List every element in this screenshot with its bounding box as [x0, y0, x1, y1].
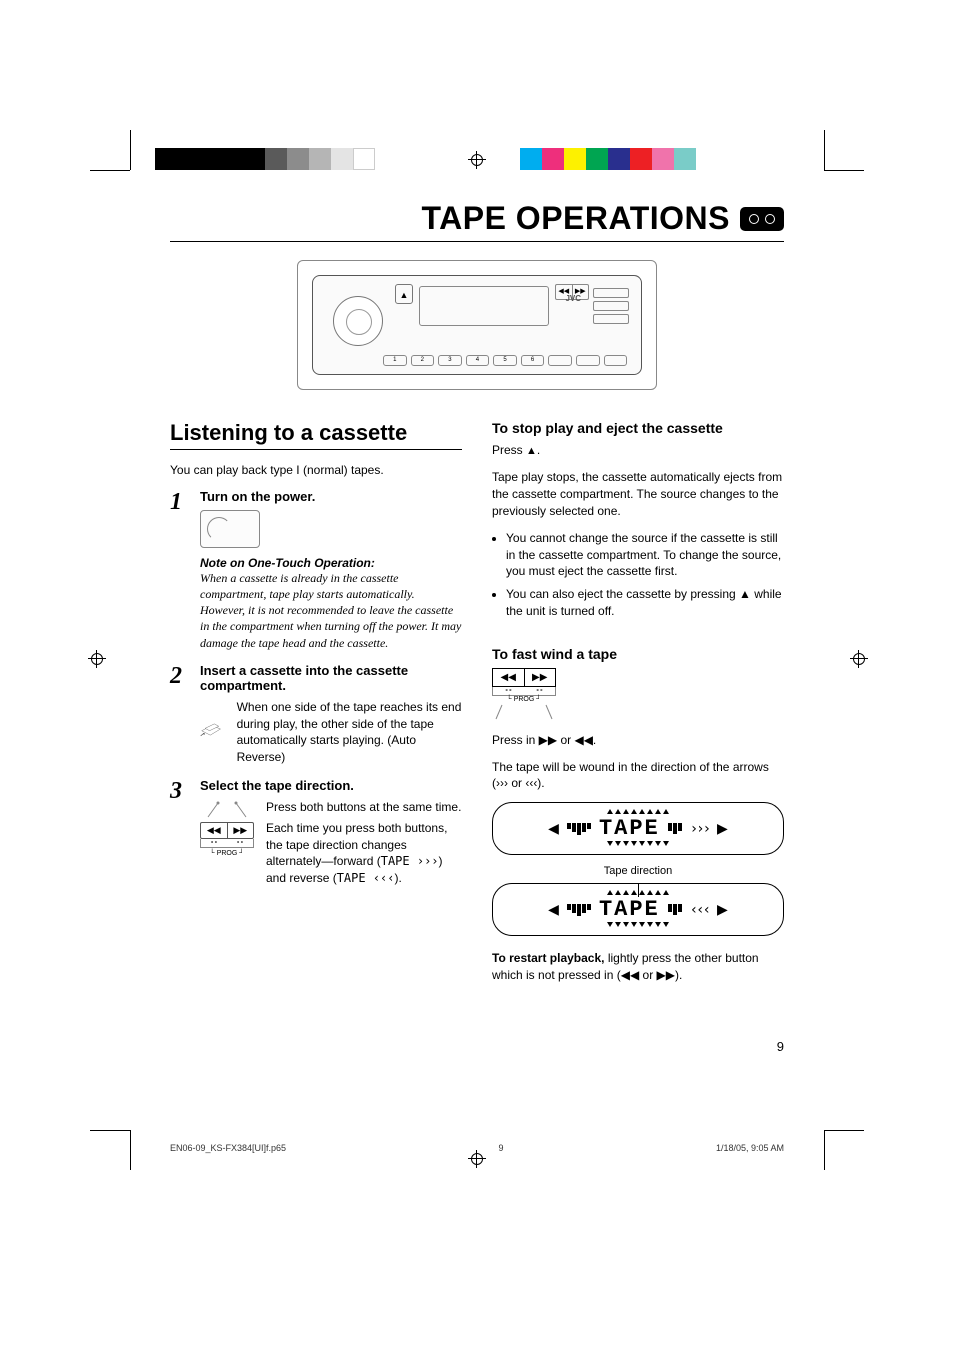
color-bar-right	[520, 148, 696, 170]
stop-notes-list: You cannot change the source if the cass…	[492, 530, 784, 620]
power-button-figure	[200, 510, 260, 548]
registration-mark	[468, 151, 486, 169]
registration-mark	[88, 650, 106, 668]
page-title: TAPE OPERATIONS	[421, 200, 730, 237]
cassette-insert-figure	[200, 699, 225, 759]
tape-icon	[740, 207, 784, 231]
registration-mark	[850, 650, 868, 668]
page-number: 9	[777, 1039, 784, 1054]
step-1: 1 Turn on the power. Note on One-Touch O…	[170, 489, 462, 651]
color-bar-left	[155, 148, 375, 170]
footer: EN06-09_KS-FX384[UI]f.p65 9 1/18/05, 9:0…	[170, 1143, 784, 1153]
lcd-display-1: ◀ TAPE ››› ▶	[492, 802, 784, 855]
left-column: Listening to a cassette You can play bac…	[170, 420, 462, 994]
step-3: 3 Select the tape direction. ◀◀▶▶ ∘∘∘∘ └…	[170, 778, 462, 887]
fastwind-buttons-figure: ◀◀▶▶ ∘∘∘∘ └ PROG ┘	[492, 668, 556, 724]
right-column: To stop play and eject the cassette Pres…	[492, 420, 784, 994]
intro-text: You can play back type I (normal) tapes.	[170, 462, 462, 479]
lcd-display-2: ◀ TAPE ‹‹‹ ▶	[492, 883, 784, 936]
page-content: TAPE OPERATIONS ▲ ◀◀▶▶ JVC 123 456 Liste…	[170, 200, 784, 994]
prog-buttons-figure: ◀◀▶▶ ∘∘∘∘ └ PROG ┘	[200, 799, 254, 857]
step-2: 2 Insert a cassette into the cassette co…	[170, 663, 462, 766]
section-heading: Listening to a cassette	[170, 420, 462, 450]
stereo-illustration: ▲ ◀◀▶▶ JVC 123 456	[297, 260, 657, 390]
